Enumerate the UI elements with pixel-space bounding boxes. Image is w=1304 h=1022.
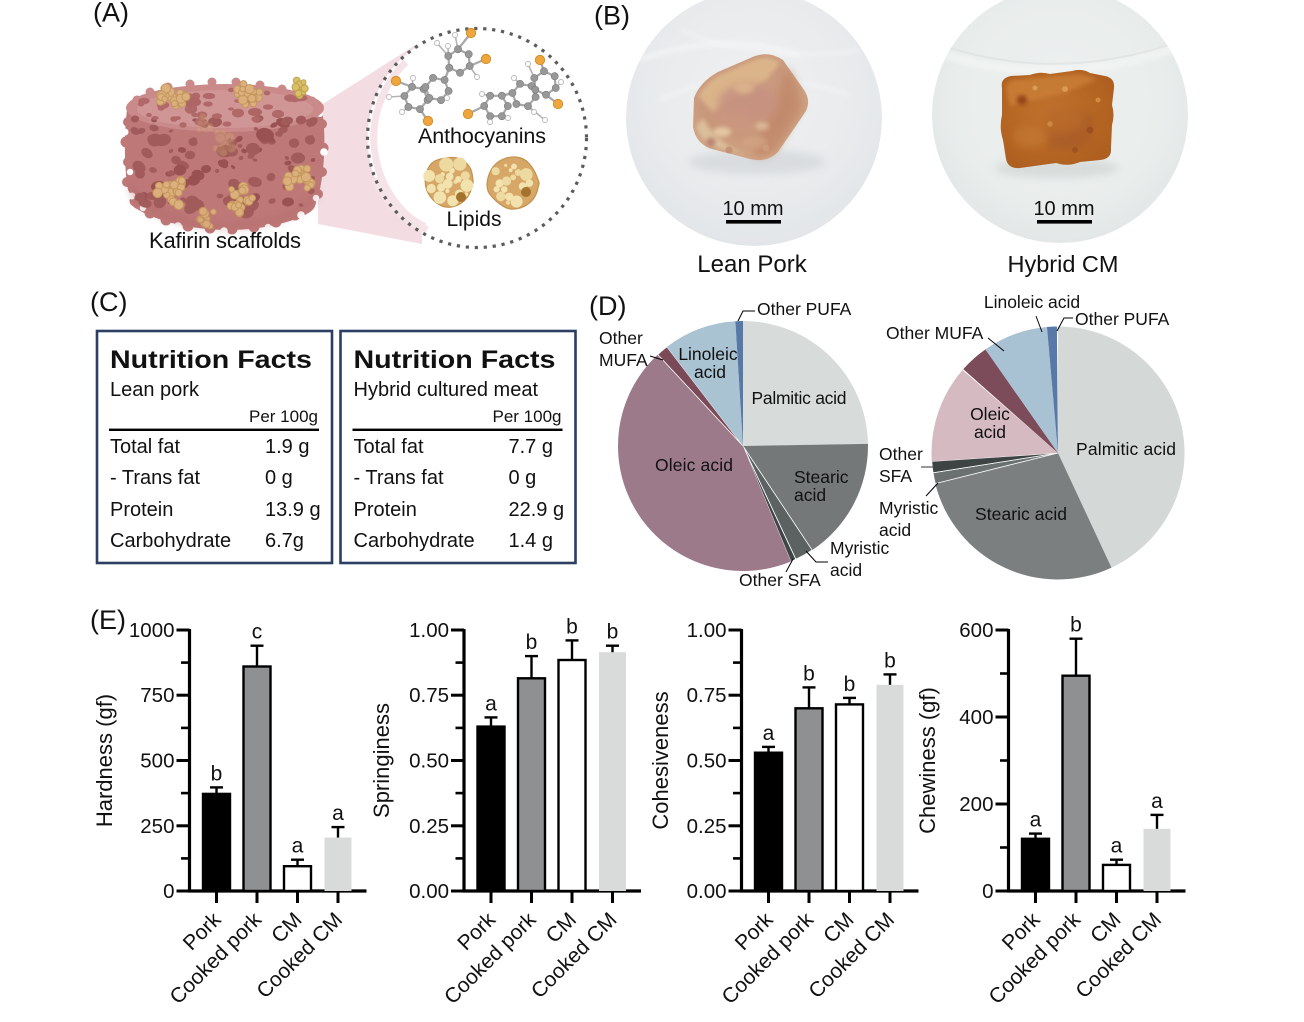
svg-text:Nutrition Facts: Nutrition Facts: [110, 346, 312, 374]
svg-text:10 mm: 10 mm: [722, 198, 783, 220]
svg-text:Kafirin scaffolds: Kafirin scaffolds: [149, 228, 301, 253]
svg-text:200: 200: [959, 793, 993, 816]
svg-text:1000: 1000: [129, 619, 175, 642]
svg-text:0.00: 0.00: [687, 880, 727, 903]
svg-text:Other MUFA: Other MUFA: [886, 323, 984, 343]
svg-text:b: b: [607, 621, 619, 644]
svg-text:0.00: 0.00: [409, 880, 449, 903]
svg-text:a: a: [292, 835, 304, 858]
svg-text:0.50: 0.50: [687, 750, 727, 773]
svg-text:Oleic acid: Oleic acid: [655, 455, 733, 475]
svg-text:600: 600: [959, 619, 993, 642]
svg-text:1.9 g: 1.9 g: [265, 436, 309, 458]
svg-text:400: 400: [959, 706, 993, 729]
svg-text:0.25: 0.25: [409, 815, 449, 838]
svg-text:Stearic: Stearic: [794, 467, 849, 487]
svg-text:(E): (E): [90, 605, 126, 635]
svg-text:Other: Other: [879, 444, 923, 464]
svg-text:a: a: [485, 692, 497, 715]
svg-text:- Trans fat: - Trans fat: [110, 467, 200, 489]
svg-text:Total fat: Total fat: [110, 436, 180, 458]
svg-text:a: a: [1030, 809, 1042, 832]
svg-text:0.75: 0.75: [409, 684, 449, 707]
svg-text:1.00: 1.00: [409, 619, 449, 642]
svg-text:acid: acid: [830, 560, 862, 580]
svg-text:0: 0: [982, 880, 993, 903]
svg-text:Per 100g: Per 100g: [249, 407, 318, 426]
svg-text:b: b: [844, 673, 856, 696]
svg-text:b: b: [526, 631, 538, 654]
svg-text:Lean pork: Lean pork: [110, 379, 200, 401]
svg-text:Carbohydrate: Carbohydrate: [354, 530, 475, 552]
svg-text:a: a: [1111, 835, 1123, 858]
svg-text:Oleic: Oleic: [970, 404, 1010, 424]
svg-text:c: c: [252, 621, 263, 644]
svg-text:Anthocyanins: Anthocyanins: [418, 124, 546, 148]
svg-text:b: b: [1070, 614, 1082, 637]
svg-text:Myristic: Myristic: [879, 498, 939, 518]
svg-text:Linoleic: Linoleic: [678, 344, 738, 364]
svg-text:- Trans fat: - Trans fat: [354, 467, 444, 489]
svg-text:Lean Pork: Lean Pork: [697, 251, 807, 278]
svg-text:b: b: [803, 662, 815, 685]
svg-text:Nutrition Facts: Nutrition Facts: [354, 346, 556, 374]
svg-text:6.7g: 6.7g: [265, 530, 304, 552]
svg-text:b: b: [211, 762, 223, 785]
svg-text:0 g: 0 g: [509, 467, 537, 489]
svg-text:Protein: Protein: [110, 499, 173, 521]
svg-text:750: 750: [140, 684, 174, 707]
svg-text:7.7 g: 7.7 g: [509, 436, 553, 458]
svg-text:Springiness: Springiness: [369, 703, 394, 818]
svg-text:22.9 g: 22.9 g: [509, 499, 565, 521]
svg-text:(A): (A): [93, 0, 129, 28]
svg-text:a: a: [1151, 790, 1163, 813]
svg-text:Carbohydrate: Carbohydrate: [110, 530, 231, 552]
svg-text:0: 0: [163, 880, 174, 903]
svg-text:SFA: SFA: [879, 466, 912, 486]
svg-text:Stearic acid: Stearic acid: [975, 504, 1067, 524]
svg-text:Other SFA: Other SFA: [739, 570, 821, 590]
svg-text:(B): (B): [594, 1, 630, 31]
svg-text:10 mm: 10 mm: [1033, 198, 1094, 220]
svg-text:Lipids: Lipids: [447, 208, 502, 231]
svg-text:Hybrid cultured meat: Hybrid cultured meat: [354, 379, 539, 401]
svg-text:Hybrid CM: Hybrid CM: [1008, 251, 1119, 277]
svg-text:(C): (C): [90, 287, 127, 317]
svg-text:Other PUFA: Other PUFA: [1075, 309, 1170, 329]
svg-text:500: 500: [140, 750, 174, 773]
svg-text:250: 250: [140, 815, 174, 838]
svg-text:Chewiness (gf): Chewiness (gf): [915, 687, 940, 834]
svg-text:Palmitic acid: Palmitic acid: [1076, 439, 1176, 459]
svg-text:Linoleic acid: Linoleic acid: [984, 292, 1080, 312]
svg-text:a: a: [332, 802, 344, 825]
svg-text:1.4 g: 1.4 g: [509, 530, 553, 552]
svg-text:acid: acid: [794, 485, 826, 505]
svg-text:Protein: Protein: [354, 499, 417, 521]
svg-text:a: a: [763, 722, 775, 745]
svg-text:acid: acid: [879, 520, 911, 540]
svg-text:Cohesiveness: Cohesiveness: [648, 691, 673, 829]
svg-text:Other: Other: [599, 328, 643, 348]
svg-text:13.9 g: 13.9 g: [265, 499, 321, 521]
svg-text:b: b: [566, 615, 578, 638]
svg-text:Myristic: Myristic: [830, 538, 890, 558]
svg-text:0.50: 0.50: [409, 750, 449, 773]
svg-text:Other PUFA: Other PUFA: [757, 299, 852, 319]
svg-text:b: b: [884, 649, 896, 672]
svg-text:Total fat: Total fat: [354, 436, 424, 458]
svg-text:0.75: 0.75: [687, 684, 727, 707]
svg-text:(D): (D): [589, 291, 626, 321]
svg-text:Hardness (gf): Hardness (gf): [92, 694, 117, 827]
svg-text:acid: acid: [974, 422, 1006, 442]
svg-text:acid: acid: [694, 362, 726, 382]
svg-text:Palmitic acid: Palmitic acid: [752, 388, 847, 408]
svg-text:MUFA: MUFA: [599, 350, 648, 370]
svg-text:Per 100g: Per 100g: [493, 407, 562, 426]
svg-text:0.25: 0.25: [687, 815, 727, 838]
svg-text:0 g: 0 g: [265, 467, 293, 489]
svg-text:1.00: 1.00: [687, 619, 727, 642]
